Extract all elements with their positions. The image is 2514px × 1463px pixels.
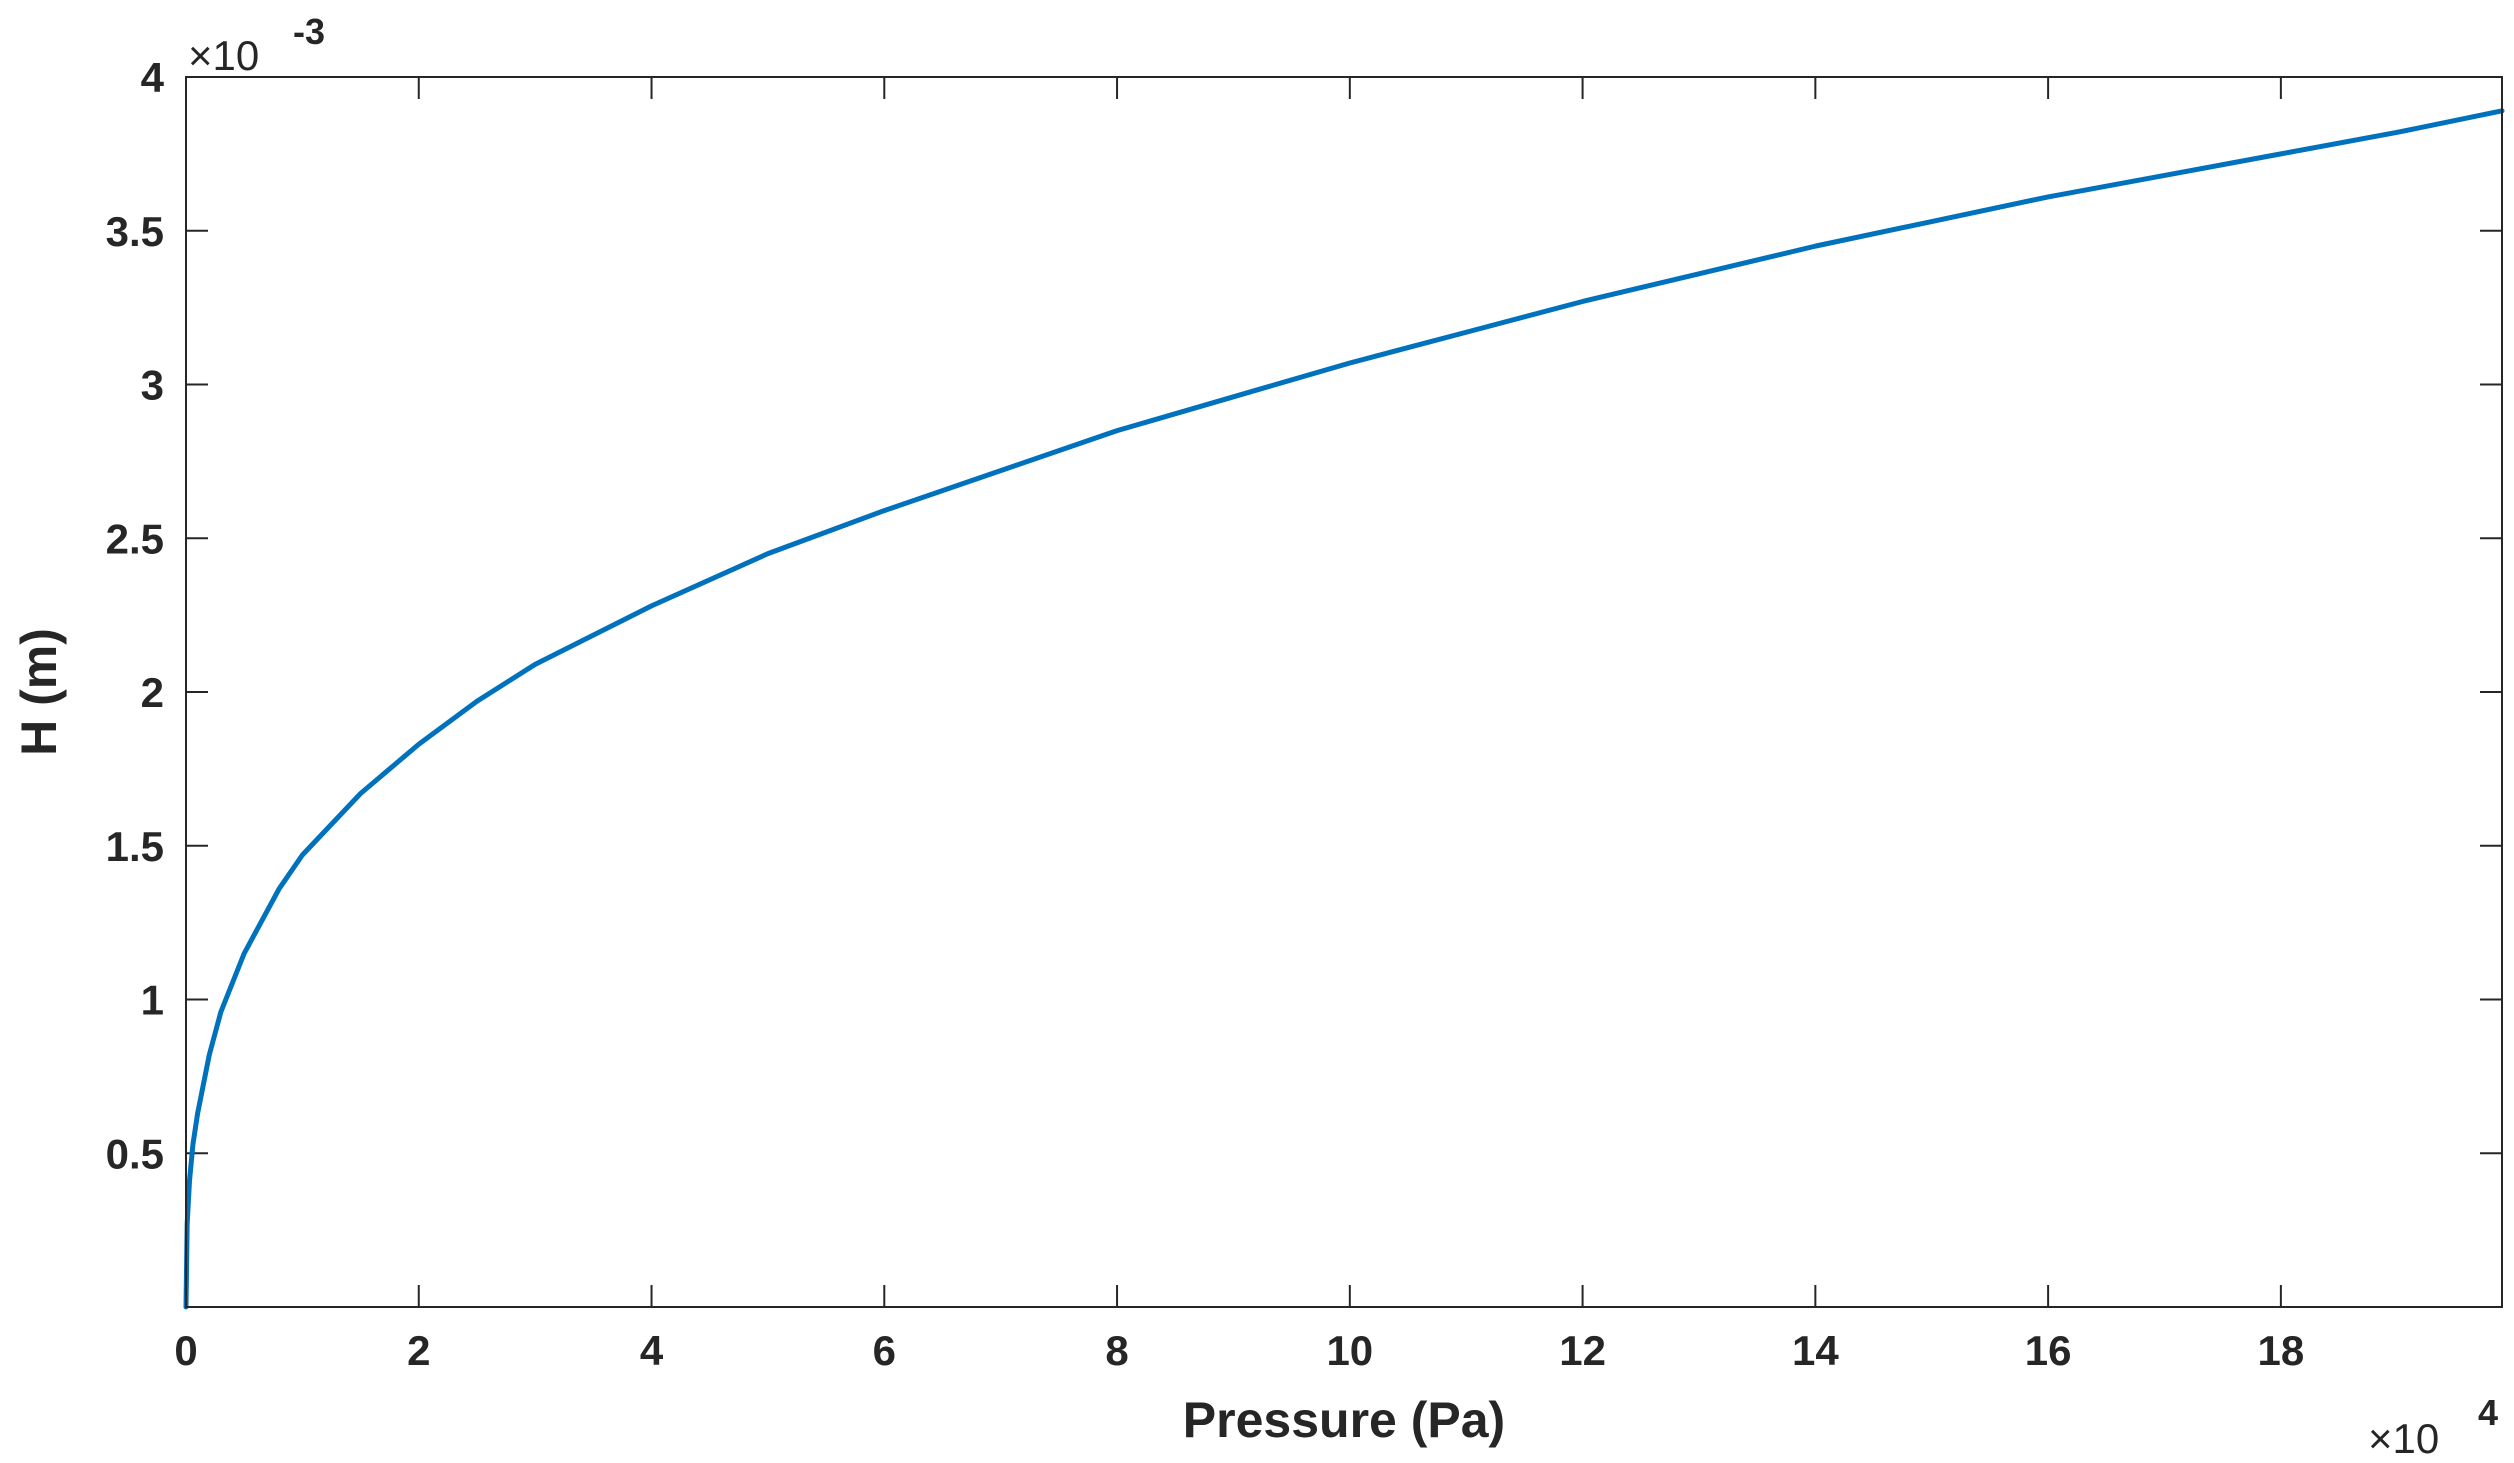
x-tick-label: 6 [873, 1327, 896, 1374]
y-tick-label: 3.5 [106, 208, 164, 255]
y-tick-label: 1 [141, 977, 164, 1024]
y-tick-label: 2.5 [106, 515, 164, 562]
x-tick-label: 2 [407, 1327, 430, 1374]
x-tick-label: 0 [174, 1327, 197, 1374]
x-axis-multiplier: ×10 4 [2368, 1392, 2498, 1462]
x-axis-label: Pressure (Pa) [1183, 1392, 1505, 1448]
x-tick-label: 16 [2025, 1327, 2072, 1374]
y-tick-label: 0.5 [106, 1130, 164, 1177]
x-multiplier-base: ×10 [2368, 1415, 2439, 1462]
plot-frame [185, 76, 2503, 1308]
x-tick-label: 18 [2258, 1327, 2305, 1374]
x-tick-label: 12 [1559, 1327, 1606, 1374]
y-tick-label: 1.5 [106, 823, 164, 870]
tick-labels: 0 2 4 6 8 10 12 14 16 18 0.5 1 1.5 2 2.5 3 3.5 4 [106, 54, 2305, 1374]
y-tick-label: 3 [141, 362, 164, 409]
plot-area [186, 77, 2502, 1307]
x-tick-label: 8 [1105, 1327, 1128, 1374]
y-multiplier-base: ×10 [188, 32, 259, 79]
y-tick-label: 4 [141, 54, 165, 101]
y-axis-multiplier: ×10 -3 [188, 11, 325, 79]
y-multiplier-exponent: -3 [293, 11, 325, 52]
y-tick-label: 2 [141, 669, 164, 716]
x-tick-label: 10 [1326, 1327, 1373, 1374]
series-line [183, 108, 2505, 1310]
x-multiplier-exponent: 4 [2478, 1392, 2498, 1433]
x-tick-label: 4 [640, 1327, 664, 1374]
y-axis-label: H (m) [11, 628, 67, 756]
x-tick-label: 14 [1792, 1327, 1839, 1374]
